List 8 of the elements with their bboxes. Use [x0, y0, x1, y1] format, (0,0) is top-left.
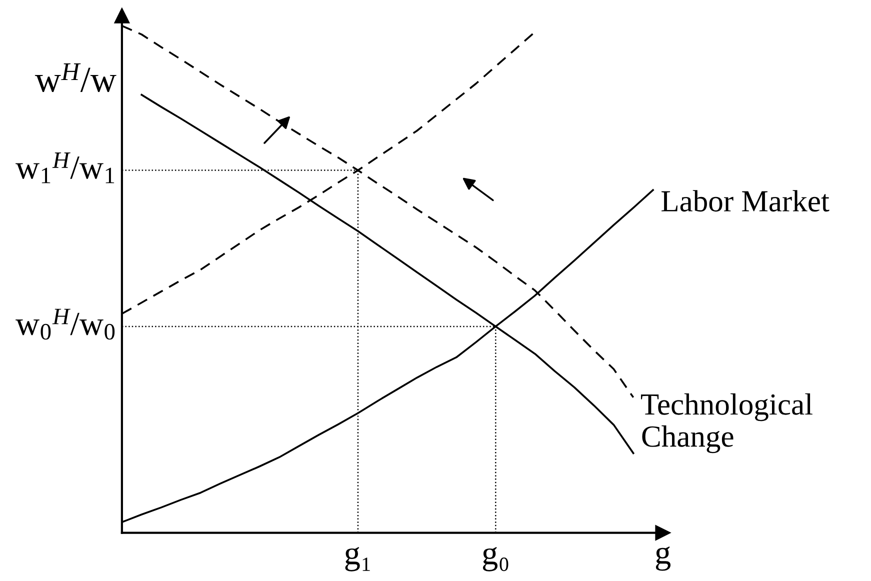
x-tick-label: g₁ [345, 547, 370, 572]
x-tick-label: g₀ [482, 547, 508, 572]
x-axis-title: g [656, 546, 671, 571]
ref-line-label: w$_{1}$$^{H}$/w$_{1}$ [16, 152, 114, 184]
ref-line-label: w$_{0}$$^{H}$/w$_{0}$ [16, 308, 115, 340]
series-label: Technological Change [640, 393, 812, 454]
y-axis-title: w$^{H}$/w [34, 63, 116, 92]
series-label: Labor Market [662, 190, 830, 212]
